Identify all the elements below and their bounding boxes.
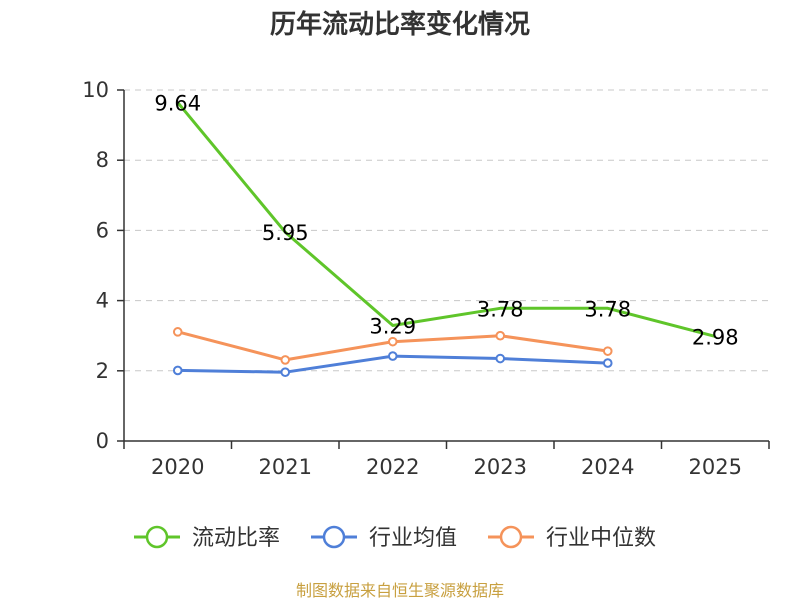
data-point bbox=[172, 327, 183, 337]
y-tick-label: 10 bbox=[82, 78, 109, 102]
data-label: 3.78 bbox=[584, 297, 631, 321]
data-labels: 9.64 5.95 3.29 3.78 3.78 2.98 bbox=[154, 92, 738, 350]
data-point bbox=[280, 355, 291, 365]
data-point bbox=[495, 330, 506, 341]
data-point bbox=[602, 358, 613, 368]
data-point bbox=[495, 353, 506, 364]
x-tick-label: 2023 bbox=[474, 455, 527, 479]
data-label: 2.98 bbox=[692, 325, 739, 349]
y-tick-label: 6 bbox=[96, 218, 109, 242]
x-tick-label: 2022 bbox=[366, 455, 419, 479]
y-tick-label: 4 bbox=[96, 289, 109, 313]
x-axis-ticks: 2020 2021 2022 2023 2024 2025 bbox=[123, 441, 770, 479]
series-lines bbox=[172, 101, 716, 378]
legend-marker bbox=[145, 525, 169, 549]
legend-marker bbox=[322, 525, 346, 549]
x-tick-label: 2025 bbox=[689, 455, 742, 479]
data-point bbox=[602, 346, 613, 356]
data-label: 3.29 bbox=[369, 315, 416, 339]
x-tick-label: 2024 bbox=[581, 455, 634, 479]
legend-label: 行业均值 bbox=[369, 526, 457, 551]
legend: 流动比率 行业均值 行业中位数 bbox=[134, 525, 656, 551]
x-tick-label: 2021 bbox=[259, 455, 312, 479]
legend-label: 行业中位数 bbox=[546, 526, 656, 551]
y-axis-ticks: 0 2 4 6 8 10 bbox=[82, 78, 124, 453]
data-label: 5.95 bbox=[262, 221, 309, 245]
y-tick-label: 0 bbox=[96, 429, 109, 453]
legend-marker bbox=[499, 525, 523, 549]
data-point bbox=[387, 351, 398, 361]
series-line-0 bbox=[176, 101, 716, 338]
chart-title: 历年流动比率变化情况 bbox=[270, 9, 530, 40]
y-tick-label: 8 bbox=[96, 148, 109, 172]
y-tick-label: 2 bbox=[96, 359, 109, 383]
data-label: 3.78 bbox=[477, 297, 524, 321]
data-point bbox=[172, 365, 183, 376]
data-label: 9.64 bbox=[154, 92, 201, 116]
axes bbox=[123, 90, 769, 442]
legend-label: 流动比率 bbox=[192, 526, 280, 551]
grid-lines bbox=[124, 89, 769, 372]
source-note: 制图数据来自恒生聚源数据库 bbox=[296, 581, 504, 600]
data-point bbox=[280, 367, 291, 378]
data-point bbox=[387, 336, 398, 347]
x-tick-label: 2020 bbox=[151, 455, 204, 479]
